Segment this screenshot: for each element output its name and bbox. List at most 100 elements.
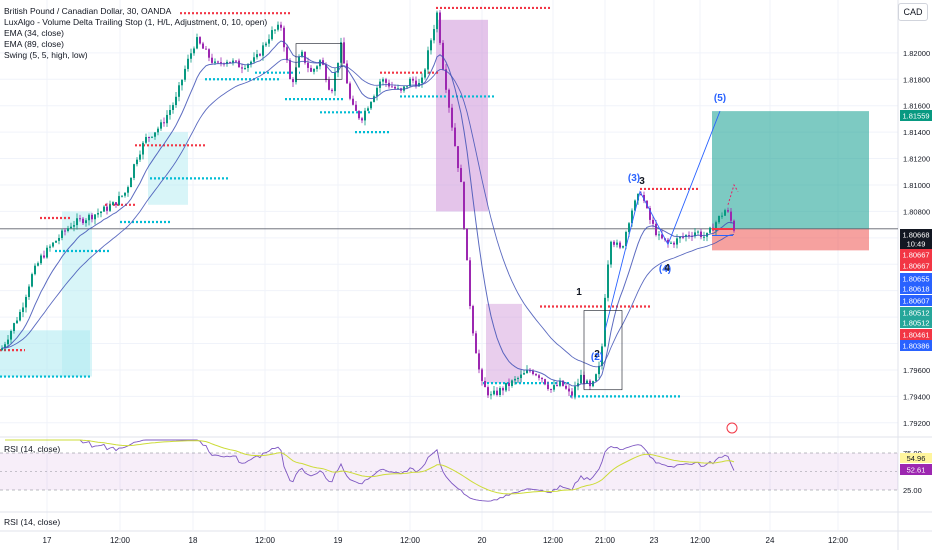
candle-body <box>475 333 477 354</box>
candle-body <box>616 242 618 245</box>
candle-body <box>637 193 639 201</box>
candle-body <box>505 382 507 391</box>
ema-line <box>1 40 735 387</box>
price-badge <box>900 307 932 318</box>
candle-body <box>100 211 102 214</box>
indicator-luxalgo[interactable]: LuxAlgo - Volume Delta Trailing Stop (1,… <box>4 17 268 27</box>
candle-body <box>463 182 465 229</box>
ema-line <box>1 58 735 368</box>
candle-body <box>169 109 171 115</box>
candle-body <box>199 37 201 44</box>
candle-body <box>139 154 141 160</box>
price-badge <box>900 229 932 240</box>
candle-body <box>733 220 735 231</box>
candle-body <box>265 43 267 46</box>
y-tick-label: 1.79400 <box>903 392 930 401</box>
candle-body <box>193 48 195 54</box>
candle-body <box>601 346 603 366</box>
candle-body <box>7 339 9 345</box>
wave-label: 4 <box>664 263 670 274</box>
y-tick-label: 1.81400 <box>903 128 930 137</box>
candle-body <box>526 370 528 374</box>
candle-body <box>367 108 369 111</box>
candle-body <box>145 137 147 143</box>
candle-body <box>460 168 462 183</box>
y-tick-label: 1.82000 <box>903 49 930 58</box>
candle-body <box>205 48 207 50</box>
candle-body <box>631 210 633 224</box>
candle-body <box>481 369 483 381</box>
candle-body <box>244 68 246 70</box>
candle-body <box>496 390 498 395</box>
y-tick-label: 1.80800 <box>903 207 930 216</box>
indicator-ema34[interactable]: EMA (34, close) <box>4 28 64 38</box>
candle-body <box>208 49 210 58</box>
candle-body <box>478 353 480 370</box>
price-badge-label: 1.80618 <box>902 285 929 294</box>
wave-label: (2) <box>591 352 603 363</box>
candle-body <box>547 384 549 390</box>
wave-projection <box>604 110 721 331</box>
candle-body <box>469 260 471 307</box>
price-badge <box>900 260 932 271</box>
price-badge <box>900 295 932 306</box>
candle-body <box>667 239 669 244</box>
indicator-swing[interactable]: Swing (5, 5, high, low) <box>4 50 88 60</box>
candle-body <box>28 286 30 297</box>
candle-body <box>355 104 357 111</box>
candle-body <box>262 45 264 56</box>
candle-body <box>94 214 96 220</box>
candle-body <box>175 96 177 106</box>
candle-body <box>40 255 42 264</box>
candle-body <box>643 194 645 201</box>
candle-body <box>25 296 27 308</box>
candle-body <box>484 380 486 388</box>
candle-body <box>82 218 84 224</box>
candle-body <box>211 57 213 63</box>
rsi-badge <box>900 464 932 475</box>
candle-body <box>73 225 75 227</box>
candle-body <box>133 164 135 178</box>
candle-body <box>520 374 522 379</box>
candle-body <box>151 136 153 138</box>
price-badge <box>900 340 932 351</box>
candle-body <box>514 378 516 381</box>
x-tick-label: 20 <box>478 536 487 545</box>
candle-body <box>325 64 327 80</box>
x-tick-label: 24 <box>766 536 775 545</box>
candle-body <box>118 196 120 206</box>
price-badge-label: 1.80512 <box>902 309 929 318</box>
candle-body <box>457 146 459 169</box>
candle-body <box>34 265 36 275</box>
candle-body <box>361 118 363 121</box>
candle-body <box>580 374 582 384</box>
candle-body <box>529 370 531 372</box>
candle-body <box>373 96 375 102</box>
candle-body <box>655 223 657 236</box>
price-badge <box>900 317 932 328</box>
candle-body <box>316 66 318 69</box>
candle-body <box>52 242 54 247</box>
candle-body <box>703 236 705 238</box>
candle-body <box>610 241 612 265</box>
candle-body <box>160 122 162 129</box>
chart-title: British Pound / Canadian Dollar, 30, OAN… <box>4 6 172 16</box>
candle-body <box>187 58 189 69</box>
candle-body <box>148 137 150 139</box>
candle-body <box>694 232 696 237</box>
x-tick-label: 12:00 <box>110 536 131 545</box>
candle-body <box>352 98 354 105</box>
candle-body <box>214 61 216 63</box>
candle-body <box>682 236 684 238</box>
wave-label: 3 <box>639 176 645 187</box>
candle-body <box>412 78 414 81</box>
currency-button[interactable]: CAD <box>898 3 928 21</box>
candle-body <box>274 29 276 31</box>
candle-body <box>130 177 132 188</box>
indicator-ema89[interactable]: EMA (89, close) <box>4 39 64 49</box>
candle-body <box>31 274 33 287</box>
candle-body <box>493 390 495 395</box>
candle-body <box>13 323 15 332</box>
candle-body <box>253 57 255 62</box>
x-tick-label: 12:00 <box>543 536 564 545</box>
